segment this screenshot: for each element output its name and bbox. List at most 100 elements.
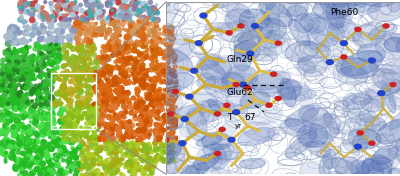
Circle shape [144,112,150,119]
Circle shape [92,71,98,78]
Ellipse shape [342,140,360,156]
Circle shape [72,108,76,112]
Circle shape [21,77,26,81]
Circle shape [139,120,144,125]
Circle shape [75,77,78,81]
Circle shape [90,45,94,49]
Circle shape [89,146,93,150]
Circle shape [138,21,145,28]
Circle shape [48,68,53,73]
Circle shape [99,10,105,15]
Circle shape [9,83,12,87]
Circle shape [99,132,105,138]
Circle shape [115,158,120,163]
Circle shape [38,70,44,75]
Circle shape [114,163,118,167]
Circle shape [85,77,91,83]
Circle shape [152,104,155,108]
Circle shape [66,42,70,46]
Circle shape [126,74,131,79]
Circle shape [30,115,35,119]
Circle shape [56,44,59,48]
Circle shape [7,58,13,64]
Circle shape [46,34,52,39]
Circle shape [150,27,156,34]
Circle shape [44,73,49,78]
Circle shape [106,122,112,129]
Circle shape [74,24,80,30]
Circle shape [21,165,26,170]
Circle shape [105,31,110,36]
Circle shape [7,50,13,56]
Circle shape [14,68,18,72]
Circle shape [61,78,67,84]
Circle shape [92,32,98,38]
Circle shape [45,91,52,98]
Circle shape [114,124,119,128]
Circle shape [114,49,121,55]
Circle shape [77,143,82,147]
Circle shape [37,94,44,101]
Circle shape [138,154,144,161]
Circle shape [147,156,154,163]
Circle shape [65,90,71,96]
Circle shape [239,81,248,88]
Circle shape [133,152,138,157]
Circle shape [137,8,144,14]
Circle shape [86,47,93,54]
Circle shape [142,3,148,9]
Circle shape [0,58,6,63]
Circle shape [11,132,17,138]
Circle shape [71,31,78,38]
Circle shape [87,30,91,33]
Circle shape [167,36,173,41]
Circle shape [119,21,126,27]
Circle shape [72,24,78,31]
Circle shape [21,103,28,110]
Circle shape [85,99,89,103]
Circle shape [62,85,66,89]
Circle shape [86,64,90,69]
Circle shape [17,83,21,87]
Circle shape [107,144,113,151]
Text: T: T [227,114,232,122]
Circle shape [114,82,118,87]
Circle shape [60,102,64,105]
Circle shape [144,121,149,126]
Circle shape [18,57,22,61]
Circle shape [142,110,148,116]
Circle shape [52,10,56,13]
Circle shape [32,102,38,109]
Circle shape [88,98,92,102]
Circle shape [102,93,107,98]
Circle shape [57,32,62,37]
Circle shape [24,100,31,107]
Circle shape [110,8,114,12]
Circle shape [22,163,28,168]
Circle shape [138,81,145,88]
Circle shape [160,121,166,126]
Circle shape [71,64,76,69]
Circle shape [101,71,107,76]
Circle shape [102,167,108,172]
Circle shape [142,124,147,130]
Circle shape [83,0,88,3]
Circle shape [94,114,97,118]
Circle shape [38,44,44,50]
Circle shape [82,53,87,58]
Circle shape [68,151,73,155]
Circle shape [160,128,164,133]
Circle shape [50,13,55,18]
Ellipse shape [186,157,216,176]
Circle shape [16,135,20,139]
Circle shape [28,138,34,143]
Circle shape [169,108,174,113]
Circle shape [103,111,108,115]
Circle shape [97,136,103,142]
Ellipse shape [356,157,393,172]
Ellipse shape [227,80,254,112]
Circle shape [129,161,135,167]
Circle shape [86,135,93,141]
Circle shape [158,157,163,162]
Circle shape [148,96,155,102]
